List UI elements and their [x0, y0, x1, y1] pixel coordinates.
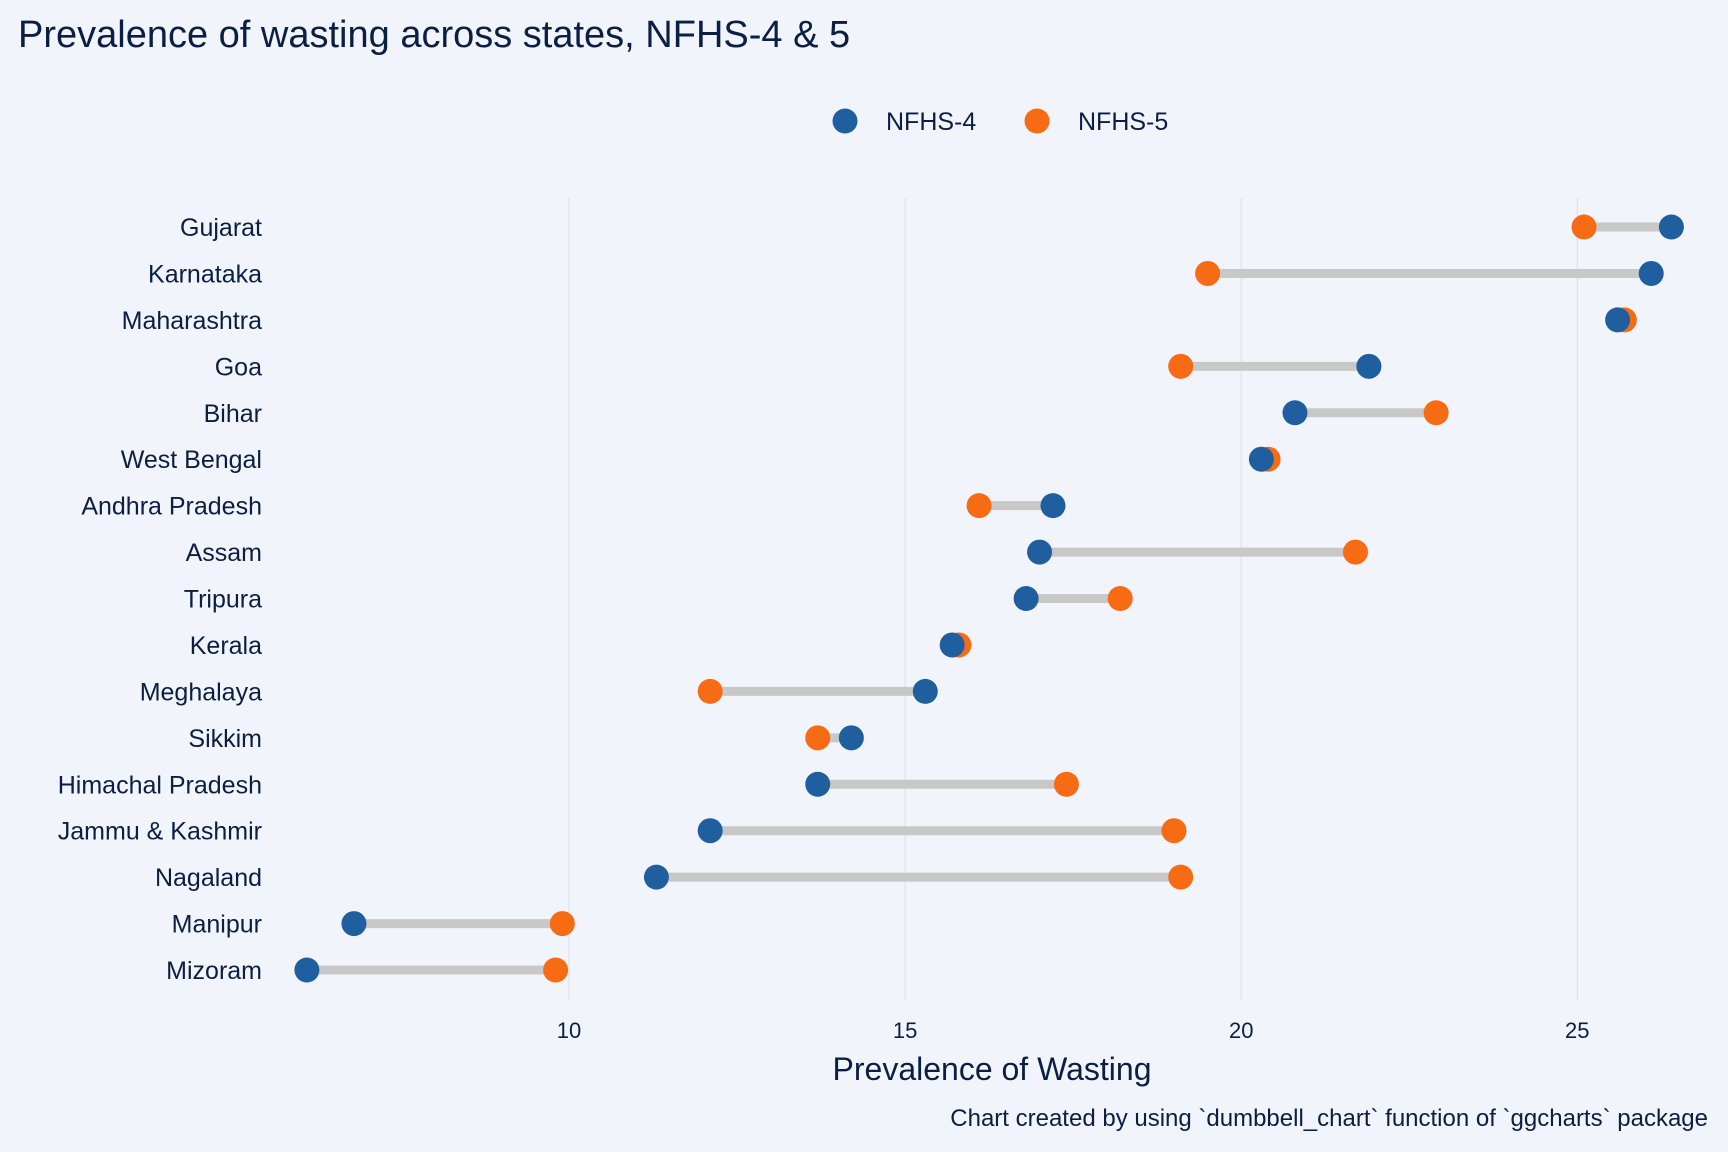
category-label-maharashtra: Maharashtra [122, 307, 262, 335]
point-nfhs5-meghalaya [697, 678, 723, 704]
x-tick-label-25: 25 [1565, 1018, 1589, 1043]
category-label-goa: Goa [215, 353, 262, 381]
point-nfhs5-goa [1168, 353, 1194, 379]
category-label-andhra-pradesh: Andhra Pradesh [81, 493, 262, 521]
point-nfhs4-himachal-pradesh [805, 771, 831, 797]
point-nfhs5-assam [1342, 539, 1368, 565]
point-nfhs5-jammu-kashmir [1161, 818, 1187, 844]
point-nfhs4-gujarat [1658, 214, 1684, 240]
category-label-gujarat: Gujarat [180, 214, 262, 242]
point-nfhs4-meghalaya [912, 678, 938, 704]
category-label-nagaland: Nagaland [155, 864, 262, 892]
point-nfhs4-west-bengal [1248, 446, 1274, 472]
point-nfhs5-karnataka [1195, 260, 1221, 286]
gridlines [568, 198, 1578, 1000]
point-nfhs4-tripura [1013, 586, 1039, 611]
point-nfhs5-nagaland [1168, 864, 1194, 890]
category-label-tripura: Tripura [184, 586, 262, 614]
category-labels: Gujarat Karnataka Maharashtra Goa Bihar West … [58, 214, 262, 985]
category-label-mizoram: Mizoram [166, 957, 262, 985]
point-nfhs4-mizoram [294, 957, 320, 983]
category-label-west-bengal: West Bengal [121, 446, 262, 474]
point-nfhs4-assam [1027, 539, 1053, 565]
point-nfhs4-nagaland [643, 864, 669, 890]
chart-caption: Chart created by using `dumbbell_chart` … [950, 1105, 1708, 1132]
point-nfhs4-goa [1356, 353, 1382, 379]
category-label-kerala: Kerala [190, 632, 262, 660]
x-tick-label-15: 15 [893, 1018, 917, 1043]
category-label-meghalaya: Meghalaya [140, 678, 262, 706]
point-nfhs4-kerala [939, 632, 965, 658]
point-nfhs5-manipur [549, 911, 575, 937]
x-tick-labels: 10 15 20 25 [557, 1018, 1590, 1043]
category-label-assam: Assam [186, 539, 262, 567]
legend-label-nfhs5: NFHS-5 [1078, 108, 1168, 136]
category-label-himachal-pradesh: Himachal Pradesh [58, 771, 262, 799]
point-nfhs4-andhra-pradesh [1040, 493, 1066, 519]
category-label-karnataka: Karnataka [148, 260, 262, 288]
x-tick-label-10: 10 [557, 1018, 581, 1043]
x-tick-label-20: 20 [1229, 1018, 1253, 1043]
segments [306, 222, 1672, 975]
point-nfhs5-andhra-pradesh [966, 493, 992, 519]
legend-key-nfhs5 [1024, 108, 1050, 134]
point-nfhs5-mizoram [543, 957, 569, 983]
point-nfhs4-sikkim [838, 725, 864, 751]
point-nfhs5-gujarat [1571, 214, 1597, 240]
point-nfhs4-maharashtra [1605, 307, 1631, 333]
point-nfhs4-bihar [1282, 400, 1308, 426]
point-nfhs4-karnataka [1638, 260, 1664, 286]
x-axis-title: Prevalence of Wasting [833, 1051, 1152, 1087]
category-label-sikkim: Sikkim [188, 725, 262, 753]
legend-key-nfhs4 [832, 108, 858, 134]
category-label-jammu-kashmir: Jammu & Kashmir [58, 818, 262, 846]
points [294, 214, 1684, 983]
point-nfhs4-manipur [341, 911, 367, 937]
legend-label-nfhs4: NFHS-4 [886, 108, 976, 136]
point-nfhs5-sikkim [805, 725, 831, 751]
point-nfhs5-tripura [1107, 586, 1133, 611]
category-label-bihar: Bihar [204, 400, 262, 428]
point-nfhs4-jammu-kashmir [697, 818, 723, 844]
category-label-manipur: Manipur [172, 911, 262, 939]
legend: NFHS-4 NFHS-5 [832, 108, 1168, 136]
point-nfhs5-bihar [1423, 400, 1449, 426]
point-nfhs5-himachal-pradesh [1053, 771, 1079, 797]
chart-title: Prevalence of wasting across states, NFH… [18, 14, 851, 56]
